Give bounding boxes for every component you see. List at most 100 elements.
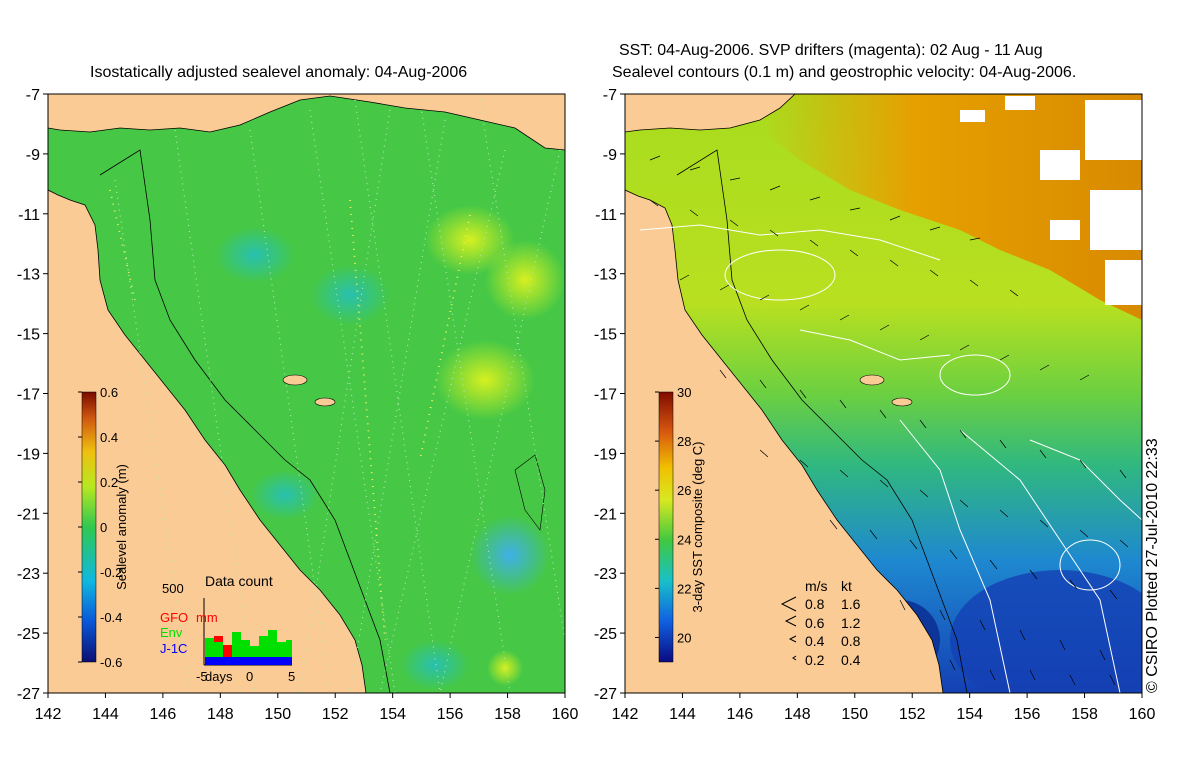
satellite-tracks [114, 99, 565, 693]
velocity-key-ms: 0.2 [805, 652, 825, 668]
data-count-x-label: 5 [288, 669, 295, 684]
lon-tick-label: 154 [956, 706, 983, 723]
colorbar-tick-label: 20 [677, 630, 691, 645]
lat-tick-label: -25 [594, 626, 617, 643]
lon-tick-label: 146 [727, 706, 754, 723]
island [514, 454, 546, 531]
velocity-key-ms: 0.8 [805, 596, 825, 612]
data-count-inset [203, 598, 292, 666]
colorbar-tick-label: 26 [677, 483, 691, 498]
sla-low-anomaly [400, 640, 470, 690]
lat-tick-label: -15 [594, 327, 617, 344]
lat-tick-label: -19 [17, 446, 40, 463]
island [859, 374, 885, 386]
colorbar-tick-label: 22 [677, 581, 691, 596]
velocity-arrow-0.6 [784, 615, 797, 627]
lon-tick-label: 148 [207, 706, 234, 723]
velocity-key-ms: 0.4 [805, 633, 825, 649]
data-count-max: 500 [162, 581, 184, 596]
lat-tick-label: -7 [26, 87, 40, 104]
data-count-title: Data count [205, 573, 273, 589]
island [891, 397, 913, 407]
lat-tick-label: -7 [603, 87, 617, 104]
lat-tick-label: -11 [18, 207, 40, 224]
colorbar-tick-label: 30 [677, 385, 691, 400]
sla-low-anomaly [215, 227, 295, 283]
lon-tick-label: 150 [264, 706, 291, 723]
island [314, 397, 336, 407]
australia-land [48, 189, 367, 693]
lon-tick-label: 154 [379, 706, 406, 723]
lat-tick-label: -21 [594, 506, 617, 523]
velocity-key-kt: 1.6 [841, 596, 861, 612]
sla-low-anomaly [310, 265, 390, 325]
sla-low-anomaly [470, 515, 550, 595]
velocity-arrow-0.2 [792, 655, 797, 661]
lon-tick-label: 158 [1071, 706, 1098, 723]
depth-contour [676, 149, 968, 693]
lat-tick-label: -9 [603, 147, 617, 164]
sst-cold-region [950, 570, 1142, 693]
lat-tick-label: -23 [17, 566, 40, 583]
australia-land [625, 189, 944, 693]
sla-colorbar-label: Sealevel anomaly (m) [114, 464, 129, 590]
lat-tick-label: -21 [17, 506, 40, 523]
sla-high-anomaly [487, 650, 523, 686]
lon-tick-label: 142 [612, 706, 639, 723]
velocity-arrow-0.8 [780, 596, 797, 612]
velocity-key-kt: 0.4 [841, 652, 861, 668]
colorbar-tick-label: -0.2 [100, 565, 122, 580]
plot-credit: © CSIRO Plotted 27-Jul-2010 22:33 [1144, 438, 1161, 693]
lat-tick-label: -27 [594, 686, 617, 703]
lon-tick-label: 156 [437, 706, 464, 723]
axis-tick-labels: -7 -9 -11 -13 -15 -17 -19 -21 -23 -25 -27 142 144 146… [17, 87, 1156, 723]
sst-colorbar [658, 391, 674, 663]
data-count-x-label: days [205, 669, 233, 684]
lon-tick-label: 144 [669, 706, 696, 723]
data-count-legend-env: Env [160, 625, 183, 640]
lon-tick-label: 148 [784, 706, 811, 723]
lon-tick-label: 144 [92, 706, 119, 723]
lon-tick-label: 158 [494, 706, 521, 723]
lon-tick-label: 150 [841, 706, 868, 723]
right-map-title-line1: SST: 04-Aug-2006. SVP drifters (magenta)… [619, 42, 1043, 59]
velocity-key-arrows [780, 596, 797, 661]
data-count-legend-mm: mm [196, 610, 218, 625]
lon-tick-label: 160 [1129, 706, 1156, 723]
velocity-key-kt: 1.2 [841, 615, 861, 631]
satellite-tracks-highlight [109, 189, 471, 641]
lon-tick-label: 156 [1014, 706, 1041, 723]
lat-tick-label: -13 [594, 267, 617, 284]
sla-colorbar [81, 391, 97, 663]
cloud-gaps [960, 96, 1142, 305]
colorbar-tick-label: 0 [100, 520, 107, 535]
lat-tick-label: -13 [17, 267, 40, 284]
colorbar-tick-label: 0.2 [100, 475, 118, 490]
sla-low-anomaly [250, 470, 320, 520]
lat-tick-label: -19 [594, 446, 617, 463]
sla-high-anomaly [485, 240, 565, 320]
data-count-legend-j1c: J-1C [160, 641, 187, 656]
colorbar-tick-label: 0.4 [100, 430, 118, 445]
sealevel-contours [639, 224, 1142, 693]
island [282, 374, 308, 386]
right-map-title-line2: Sealevel contours (0.1 m) and geostrophi… [612, 64, 1077, 81]
new-guinea-land [48, 94, 565, 151]
lat-tick-label: -17 [17, 387, 40, 404]
colorbar-tick-label: 0.6 [100, 385, 118, 400]
data-count-legend-gfo: GFO [160, 610, 188, 625]
sst-colorbar-label: 3-day SST composite (deg C) [690, 442, 705, 613]
lon-tick-label: 142 [35, 706, 62, 723]
lon-tick-label: 160 [552, 706, 579, 723]
colorbar-tick-label: -0.4 [100, 610, 122, 625]
lat-tick-label: -25 [17, 626, 40, 643]
data-count-x-label: 0 [246, 669, 253, 684]
lon-tick-label: 146 [150, 706, 177, 723]
velocity-key-kt: 0.8 [841, 633, 861, 649]
data-count-bars [205, 630, 292, 665]
sla-colorbar-ticks: 0.6 0.4 0.2 0 -0.2 -0.4 -0.6 [78, 385, 122, 670]
velocity-key-header-ms: m/s [805, 578, 828, 594]
colorbar-tick-label: 24 [677, 532, 691, 547]
sst-colorbar-ticks: 30 28 26 24 22 20 [655, 385, 691, 645]
